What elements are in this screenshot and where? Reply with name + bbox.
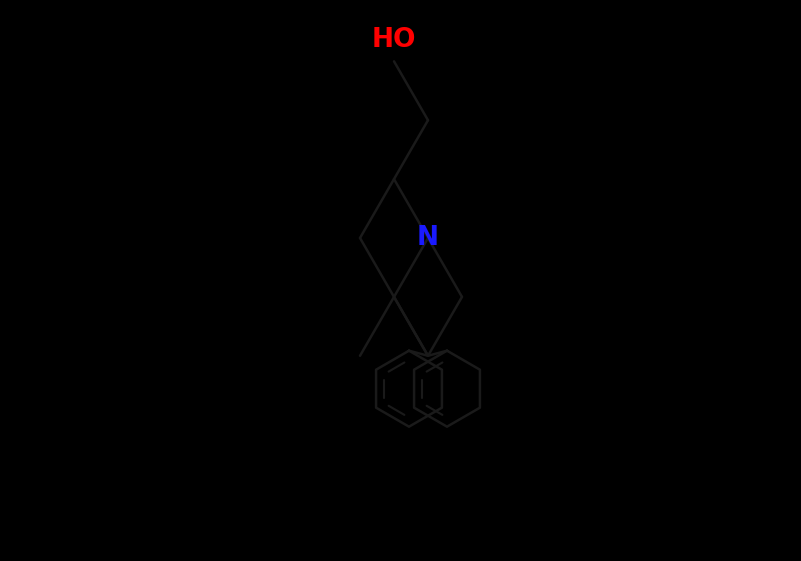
Text: N: N — [417, 225, 439, 251]
Text: HO: HO — [372, 27, 417, 53]
